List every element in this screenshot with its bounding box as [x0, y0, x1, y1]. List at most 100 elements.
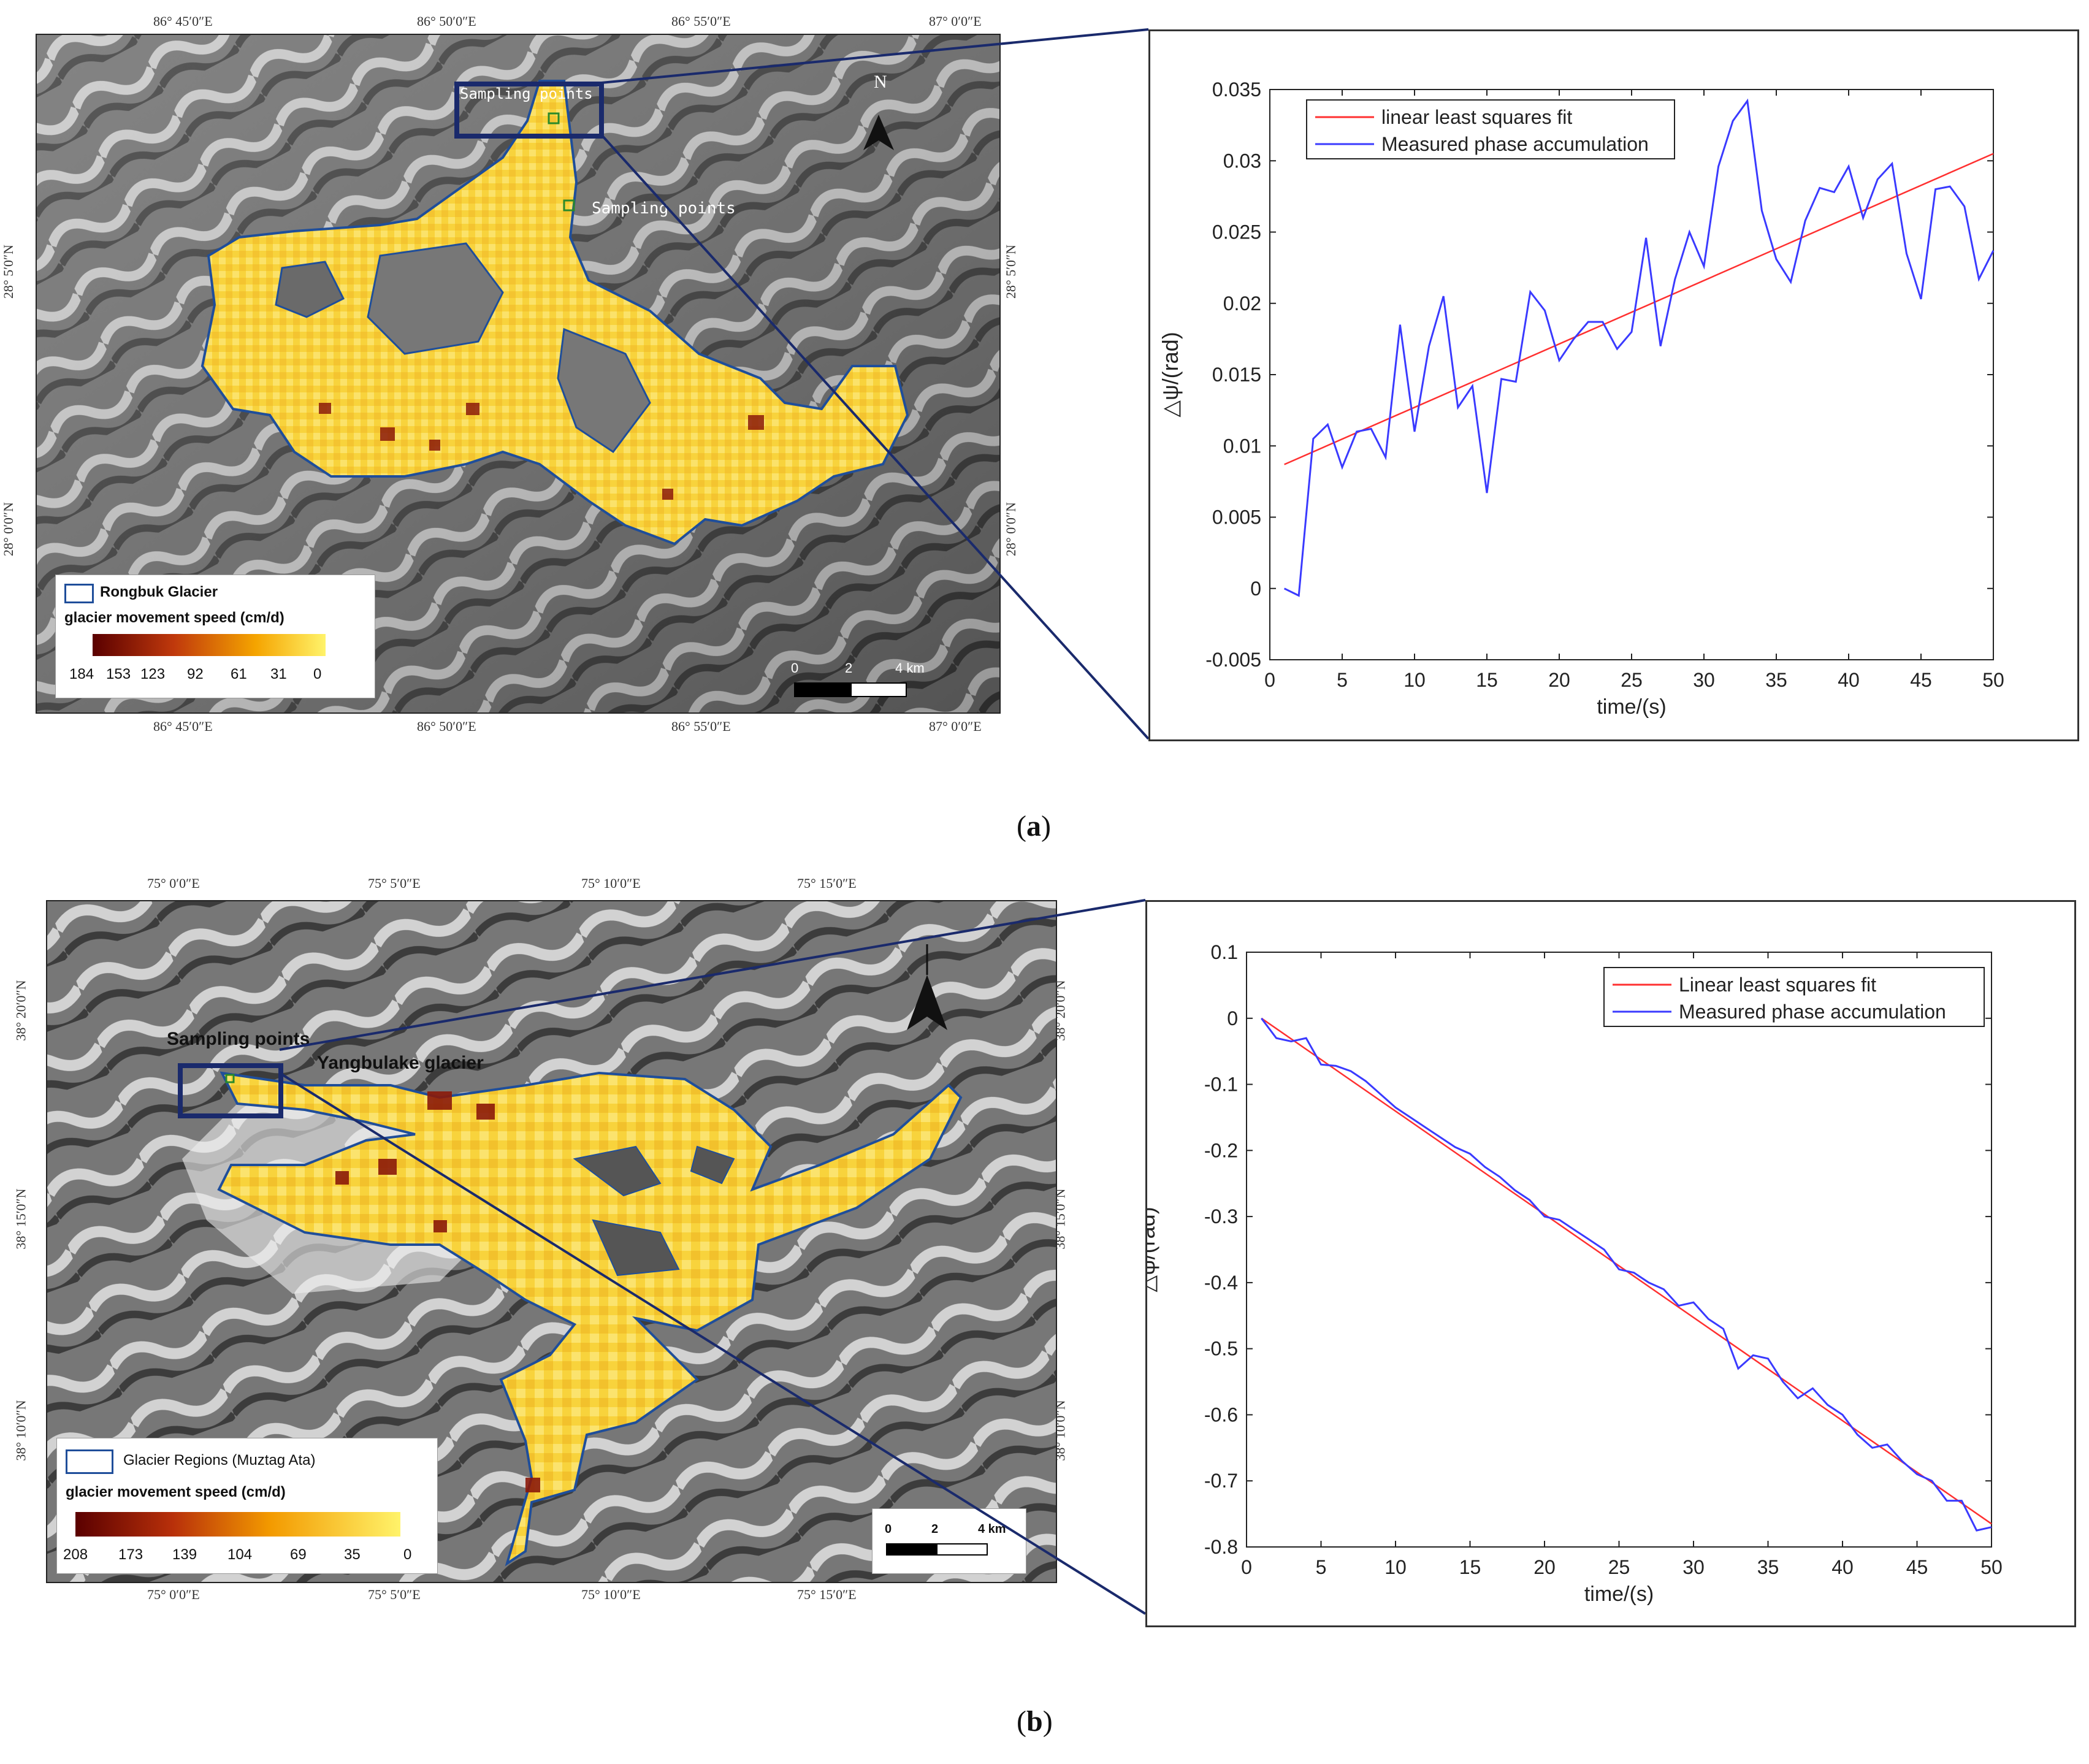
y-tick-label: 0.035 [1212, 78, 1261, 101]
bottom-coord-4: 75° 15′0″E [797, 1587, 857, 1602]
top-coord-4: 87° 0′0″E [929, 13, 982, 29]
connector-lines-b [278, 899, 1147, 1615]
north-label: N [874, 72, 887, 92]
legend-outline-label: Glacier Regions (Muztag Ata) [123, 1452, 316, 1468]
legend-tick: 31 [270, 666, 287, 682]
legend-entry: Measured phase accumulation [1679, 1001, 1946, 1023]
north-arrow-icon [907, 975, 947, 1030]
rongbuk-glacier-outline [200, 80, 909, 546]
y-tick-label: -0.8 [1204, 1536, 1238, 1558]
bottom-coord-2: 86° 50′0″E [417, 719, 476, 734]
y-tick-label: -0.6 [1204, 1403, 1238, 1426]
sampling-box-a [454, 82, 604, 139]
map-rongbuk-image [37, 35, 999, 712]
legend-entry: linear least squares fit [1381, 106, 1572, 128]
chart-b: 0 5 10 15 20 25 30 35 40 45 50 -0.8 -0.7 -0.6 -0.5 -0.4… [1134, 941, 2003, 1606]
y-axis-label: △ψ/(rad) [1158, 332, 1183, 417]
bottom-coord-3: 86° 55′0″E [671, 719, 731, 734]
muztag-glacier-outline [217, 1071, 963, 1567]
y-tick-label: -0.5 [1204, 1338, 1238, 1360]
x-tick-label: 10 [1384, 1556, 1407, 1578]
x-tick-label: 45 [1910, 669, 1932, 691]
x-tick-label: 0 [1241, 1556, 1252, 1578]
series-line-measured [1261, 1017, 1992, 1532]
plot-area [1269, 89, 1994, 660]
legend-tick: 153 [106, 666, 131, 682]
x-tick-label: 35 [1757, 1556, 1779, 1578]
y-tick-label: 0 [1250, 578, 1261, 600]
x-tick-label: 20 [1548, 669, 1570, 691]
x-tick-label: 40 [1831, 1556, 1854, 1578]
x-tick-label: 25 [1608, 1556, 1630, 1578]
legend-a: Rongbuk Glacier glacier movement speed (… [55, 575, 375, 698]
chart-legend-box [1306, 99, 1675, 159]
legend-color-ramp [75, 1512, 400, 1537]
x-tick-label: 0 [1264, 669, 1275, 691]
x-tick-label: 50 [1982, 669, 2004, 691]
series-line-fit [1284, 153, 1994, 465]
bottom-coord-1: 86° 45′0″E [153, 719, 213, 734]
scale-label: 4 km [978, 1522, 1006, 1536]
top-coord-3: 75° 10′0″E [581, 876, 641, 891]
legend-speed-title: glacier movement speed (cm/d) [64, 609, 285, 626]
scale-label: 2 [845, 660, 853, 676]
sampling-label-b: Sampling points [167, 1029, 310, 1049]
legend-tick: 208 [63, 1546, 88, 1563]
y-tick-label: -0.7 [1204, 1470, 1238, 1492]
map-rongbuk: Sampling points Sampling points N Rongbu… [36, 34, 1001, 714]
top-coord-2: 75° 5′0″E [368, 876, 421, 891]
x-tick-label: 15 [1476, 669, 1498, 691]
legend-tick: 69 [290, 1546, 307, 1563]
legend-tick: 123 [140, 666, 166, 682]
top-coord-2: 86° 50′0″E [417, 13, 476, 29]
x-tick-label: 30 [1682, 1556, 1705, 1578]
y-tick-label: -0.005 [1205, 649, 1261, 671]
y-tick-label: 0.1 [1211, 941, 1238, 963]
bottom-coord-1: 75° 0′0″E [147, 1587, 200, 1602]
x-tick-label: 35 [1765, 669, 1787, 691]
yangbulake-label: Yangbulake glacier [317, 1053, 484, 1073]
chart-a: 0 5 10 15 20 25 30 35 40 45 50-0.00500.0050.010.01… [1158, 78, 2004, 719]
y-tick-label: -0.2 [1204, 1139, 1238, 1161]
x-tick-label: 5 [1316, 1556, 1327, 1578]
scale-label: 0 [791, 660, 799, 676]
legend-tick: 104 [227, 1546, 253, 1563]
y-tick-label: -0.4 [1204, 1272, 1238, 1294]
y-tick-label: 0.02 [1223, 292, 1261, 315]
legend-tick: 0 [403, 1546, 412, 1563]
legend-tick: 184 [69, 666, 94, 682]
legend-tick: 173 [118, 1546, 143, 1563]
legend-tick: 61 [231, 666, 247, 682]
caption-a: (a) [1017, 810, 1051, 842]
chart-b-frame: 0 5 10 15 20 25 30 35 40 45 50 -0.8 -0.7 -0.6 -0.5 -0.4… [1134, 900, 2076, 1627]
scale-label: 2 [931, 1522, 939, 1536]
caption-b-letter: b [1026, 1705, 1043, 1738]
x-axis-label: time/(s) [1597, 695, 1666, 719]
legend-entry: Linear least squares fit [1679, 974, 1876, 996]
y-tick-label: 0.025 [1212, 221, 1261, 243]
x-tick-label: 5 [1337, 669, 1348, 691]
bottom-coord-4: 87° 0′0″E [929, 719, 982, 734]
chart-a-frame: 0 5 10 15 20 25 30 35 40 45 50 -0.005 0 0.005 0.01 0.01… [1148, 29, 2079, 741]
y-tick-label: 0.015 [1212, 364, 1261, 386]
y-tick-label: 0.03 [1223, 150, 1261, 172]
scalebar-b: 0 2 4 km [872, 1508, 1026, 1574]
scale-label: 0 [885, 1522, 892, 1536]
legend-outline-swatch [66, 1449, 113, 1474]
sampling-box-b [178, 1063, 283, 1118]
y-axis-label: △ψ/(rad) [1147, 1207, 1159, 1292]
legend-outline-label: Rongbuk Glacier [100, 584, 218, 600]
x-tick-label: 20 [1533, 1556, 1556, 1578]
chart-legend-box [1603, 967, 1985, 1027]
plot-area [1246, 952, 1992, 1548]
legend-entry: Measured phase accumulation [1381, 133, 1649, 155]
legend-color-ramp [93, 634, 326, 656]
legend-speed-title: glacier movement speed (cm/d) [66, 1484, 286, 1500]
bottom-coord-2: 75° 5′0″E [368, 1587, 421, 1602]
legend-tick: 92 [187, 666, 204, 682]
scale-label: 4 km [895, 660, 925, 676]
x-tick-label: 30 [1693, 669, 1715, 691]
legend-tick: 0 [313, 666, 322, 682]
x-tick-label: 25 [1621, 669, 1643, 691]
x-tick-label: 15 [1459, 1556, 1481, 1578]
